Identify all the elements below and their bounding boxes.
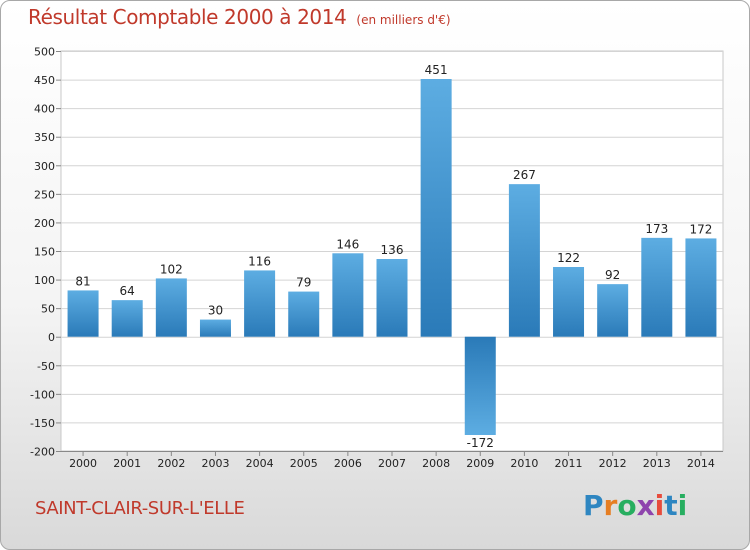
y-tick-label: 300	[34, 160, 55, 173]
commune-name: SAINT-CLAIR-SUR-L'ELLE	[35, 498, 245, 519]
y-tick-label: 200	[34, 217, 55, 230]
bar-2009	[464, 336, 496, 435]
logo-letter: r	[603, 489, 618, 522]
y-tick-label: 500	[34, 46, 55, 59]
bar-2011	[553, 267, 585, 337]
proxiti-logo: Proxiti	[583, 489, 687, 522]
bar-2002	[155, 278, 187, 337]
data-label-2005: 79	[296, 276, 311, 290]
x-tick-label-2003: 2003	[201, 457, 229, 470]
bar-2000	[67, 290, 99, 337]
y-tick-label: 0	[48, 331, 55, 344]
data-label-2006: 146	[336, 237, 359, 251]
y-tick-label: 250	[34, 188, 55, 201]
bar-2012	[597, 284, 629, 337]
y-tick-label: -150	[30, 417, 55, 430]
bar-2014	[685, 238, 717, 337]
data-label-2011: 122	[557, 251, 580, 265]
y-tick-label: 400	[34, 103, 55, 116]
data-label-2003: 30	[208, 304, 223, 318]
logo-letter: i	[654, 489, 665, 522]
unit-text: (en milliers d'€)	[356, 13, 451, 27]
x-tick-label-2012: 2012	[599, 457, 627, 470]
data-label-2007: 136	[381, 243, 404, 257]
data-label-2012: 92	[605, 268, 620, 282]
bar-2007	[376, 259, 408, 337]
bar-2010	[508, 184, 540, 337]
x-tick-label-2008: 2008	[422, 457, 450, 470]
x-tick-label-2011: 2011	[555, 457, 583, 470]
bar-2006	[332, 253, 364, 337]
x-tick-label-2004: 2004	[246, 457, 274, 470]
data-label-2013: 173	[645, 222, 668, 236]
grid-layer	[60, 50, 724, 452]
logo-letter: i	[677, 489, 688, 522]
bar-2008	[420, 79, 452, 337]
x-tick-label-2001: 2001	[113, 457, 141, 470]
logo-letter: o	[617, 489, 637, 522]
y-tick-label: 150	[34, 246, 55, 259]
y-tick-label: 100	[34, 274, 55, 287]
x-tick-label-2010: 2010	[510, 457, 538, 470]
data-label-2008: 451	[425, 63, 448, 77]
bar-2001	[111, 300, 143, 337]
x-tick-label-2006: 2006	[334, 457, 362, 470]
x-tick-label-2000: 2000	[69, 457, 97, 470]
data-label-2001: 64	[120, 284, 135, 298]
x-tick-label-2009: 2009	[466, 457, 494, 470]
data-label-2004: 116	[248, 254, 271, 268]
axis-layer: -200 -150 -100 -50 0 50 100 150 200 250 300 350 400 4…	[30, 46, 723, 470]
data-label-2000: 81	[75, 274, 90, 288]
x-tick-label-2002: 2002	[157, 457, 185, 470]
y-tick-label: -50	[37, 360, 55, 373]
y-tick-label: -100	[30, 388, 55, 401]
bar-2013	[641, 237, 673, 337]
logo-letter: P	[583, 489, 604, 522]
x-tick-label-2005: 2005	[290, 457, 318, 470]
data-label-2002: 102	[160, 262, 183, 276]
x-tick-label-2007: 2007	[378, 457, 406, 470]
y-tick-label: 350	[34, 131, 55, 144]
x-tick-label-2014: 2014	[687, 457, 715, 470]
data-label-2010: 267	[513, 168, 536, 182]
title-text: Résultat Comptable 2000 à 2014	[28, 5, 347, 29]
y-tick-label: 450	[34, 74, 55, 87]
y-tick-label: 50	[41, 303, 55, 316]
x-tick-label-2013: 2013	[643, 457, 671, 470]
bar-2005	[288, 291, 320, 337]
data-label-2009: -172	[467, 436, 494, 450]
logo-letter: t	[664, 489, 678, 522]
bar-2003	[199, 319, 231, 337]
y-tick-label: -200	[30, 446, 55, 459]
logo-letter: x	[636, 489, 655, 522]
bar-layer: 81 64 102 30 116 79 146 136 451 -172 267 122 92 173 17…	[67, 63, 717, 450]
data-label-2014: 172	[689, 222, 712, 236]
bar-2004	[244, 270, 276, 337]
chart-title: Résultat Comptable 2000 à 2014 (en millie…	[28, 5, 451, 29]
